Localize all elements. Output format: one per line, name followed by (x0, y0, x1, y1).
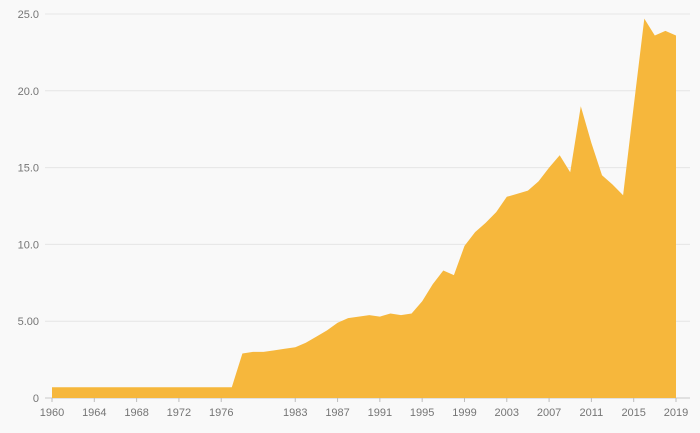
x-tick-label: 2011 (580, 407, 604, 419)
x-tick-label: 1972 (167, 407, 191, 419)
x-tick-label: 2019 (664, 407, 688, 419)
x-tick-label: 1968 (124, 407, 148, 419)
area-series (52, 18, 676, 398)
x-tick-label: 1987 (325, 407, 349, 419)
y-tick-label: 15.0 (18, 163, 39, 175)
y-tick-label: 10.0 (18, 239, 39, 251)
y-tick-label: 20.0 (18, 86, 39, 98)
x-tick-label: 1999 (452, 407, 476, 419)
y-tick-label: 5.00 (18, 316, 39, 328)
y-tick-label: 25.0 (18, 9, 39, 21)
y-tick-label: 0 (33, 393, 39, 405)
x-tick-label: 1976 (209, 407, 233, 419)
x-tick-label: 1995 (410, 407, 434, 419)
x-tick-label: 2015 (621, 407, 645, 419)
x-tick-label: 1960 (40, 407, 64, 419)
x-tick-label: 2003 (495, 407, 519, 419)
x-tick-label: 1964 (82, 407, 106, 419)
x-tick-label: 1983 (283, 407, 307, 419)
x-tick-label: 2007 (537, 407, 561, 419)
x-tick-label: 1991 (368, 407, 392, 419)
